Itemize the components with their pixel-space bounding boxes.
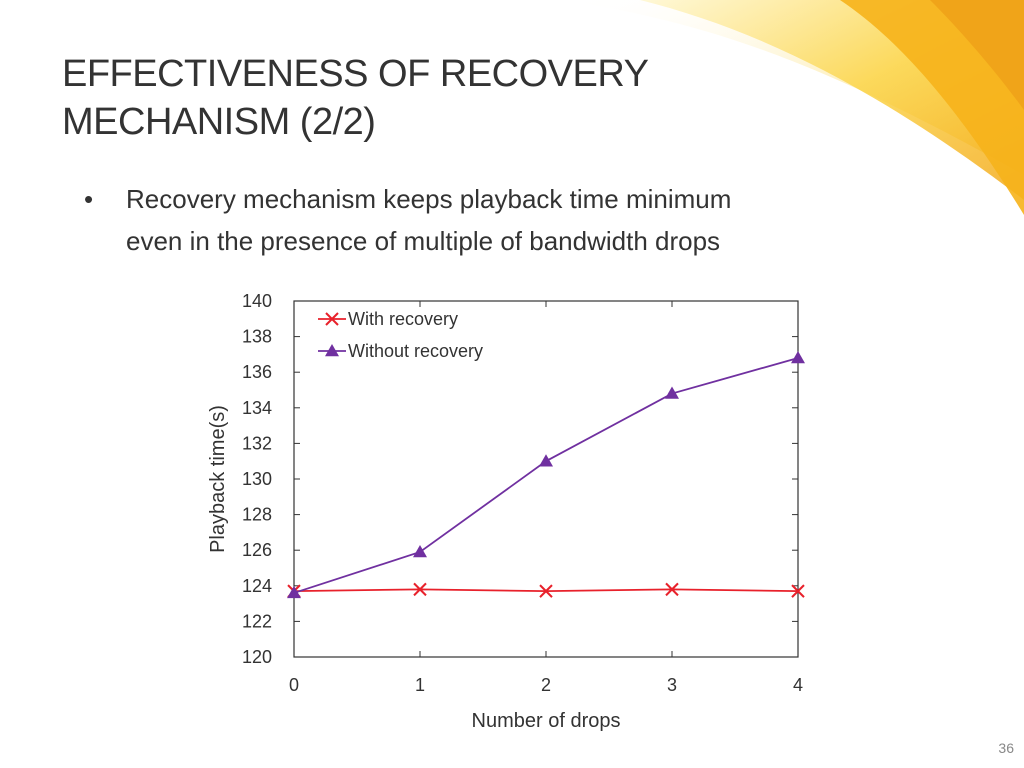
series-without-recovery <box>287 350 805 599</box>
data-point <box>539 584 553 598</box>
legend-marker <box>325 344 339 357</box>
series-layer <box>287 350 805 599</box>
legend-marker <box>325 312 339 326</box>
y-tick-label: 126 <box>242 540 272 560</box>
legend-item: With recovery <box>318 309 458 329</box>
slide-title-line-2: MECHANISM (2/2) <box>62 101 376 143</box>
x-axis-ticks: 0 1 2 3 4 <box>289 301 803 695</box>
y-tick-label: 134 <box>242 398 272 418</box>
x-axis-label: Number of drops <box>472 710 621 732</box>
data-point <box>413 582 427 597</box>
y-tick-label: 120 <box>242 647 272 667</box>
series-line <box>293 357 799 594</box>
chart-legend: With recovery Without recovery <box>318 309 483 361</box>
y-tick-label: 136 <box>242 362 272 382</box>
y-tick-label: 138 <box>242 327 272 347</box>
y-tick-label: 124 <box>242 576 272 596</box>
data-point <box>413 544 427 558</box>
series-with-recovery <box>287 582 805 598</box>
bullet-text-line-2: even in the presence of multiple of band… <box>126 226 721 256</box>
data-point <box>665 582 679 597</box>
y-tick-label: 122 <box>242 611 272 631</box>
legend-label: With recovery <box>348 309 458 329</box>
y-axis-ticks: 120 122 124 126 128 130 132 134 136 138 140 <box>242 291 798 667</box>
x-tick-label: 2 <box>541 675 551 695</box>
y-tick-label: 140 <box>242 291 272 311</box>
y-tick-label: 128 <box>242 505 272 525</box>
legend-item: Without recovery <box>318 341 483 361</box>
bullet-item: • Recovery mechanism keeps playback time… <box>84 178 904 262</box>
plot-area-frame <box>293 300 799 658</box>
y-axis-label: Playback time(s) <box>207 405 229 553</box>
bullet-list: • Recovery mechanism keeps playback time… <box>84 178 904 262</box>
x-tick-label: 4 <box>793 675 803 695</box>
y-tick-label: 132 <box>242 433 272 453</box>
data-point <box>665 386 679 399</box>
slide-title: EFFECTIVENESS OF RECOVERY MECHANISM (2/2… <box>62 50 762 146</box>
data-point <box>539 454 553 467</box>
bullet-marker: • <box>84 184 94 214</box>
data-point <box>287 585 301 599</box>
x-tick-label: 3 <box>667 675 677 695</box>
y-tick-label: 130 <box>242 469 272 489</box>
bullet-text-line-1: Recovery mechanism keeps playback time m… <box>126 184 732 214</box>
page-number: 36 <box>998 740 1014 756</box>
x-tick-label: 0 <box>289 675 299 695</box>
legend-label: Without recovery <box>348 341 483 361</box>
x-tick-label: 1 <box>415 675 425 695</box>
slide-title-line-1: EFFECTIVENESS OF RECOVERY <box>62 53 649 95</box>
data-point <box>791 584 805 598</box>
data-point <box>791 350 805 364</box>
